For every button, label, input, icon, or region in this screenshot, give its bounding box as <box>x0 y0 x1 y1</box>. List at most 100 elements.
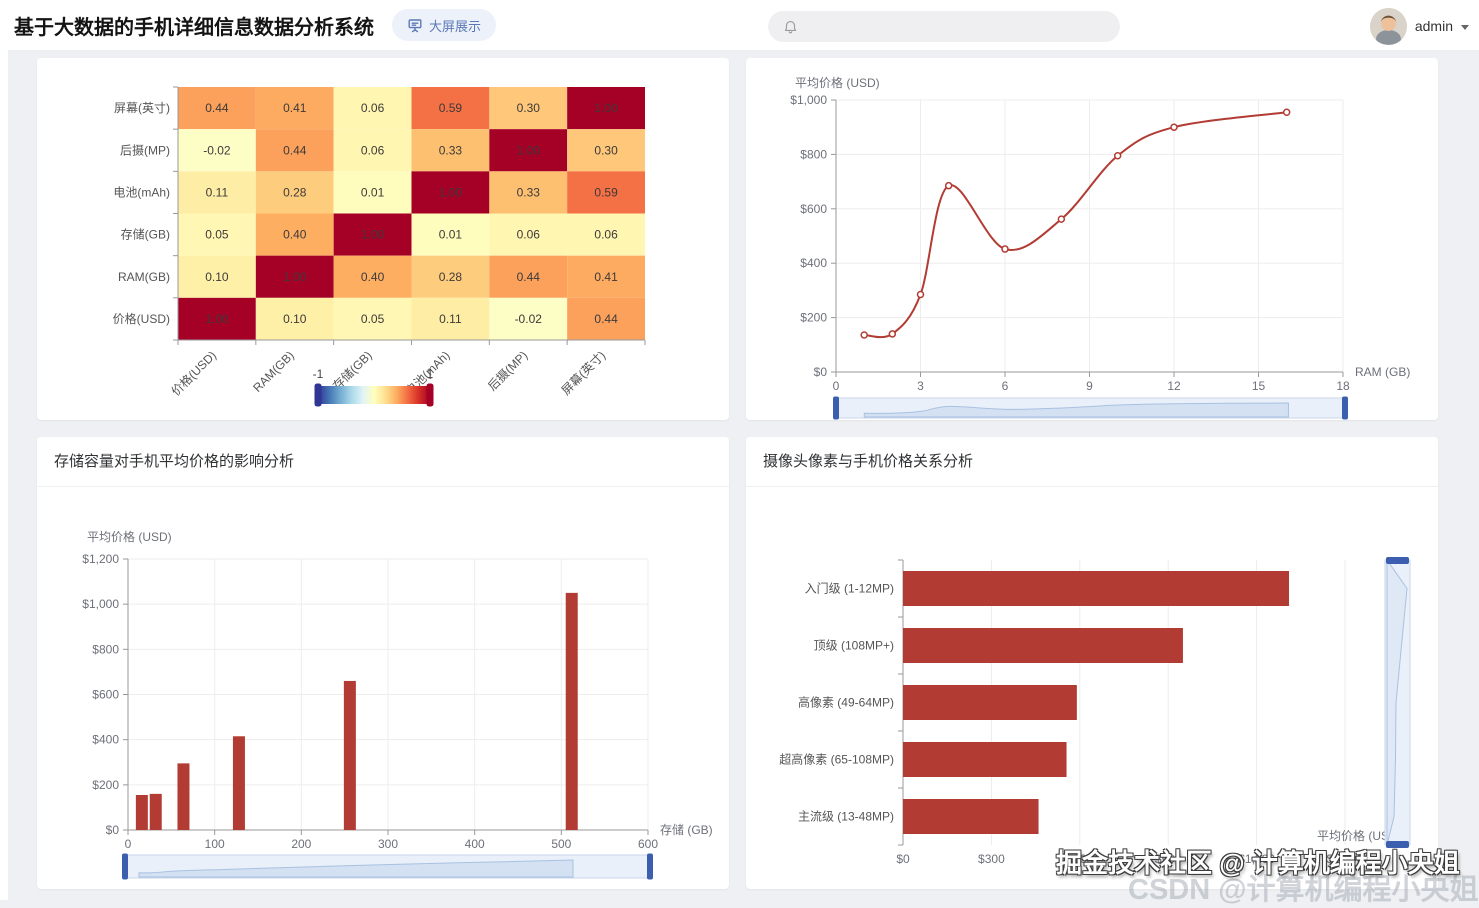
caret-down-icon <box>1461 24 1469 30</box>
bell-icon <box>783 19 798 35</box>
svg-text:0.33: 0.33 <box>439 143 463 157</box>
svg-text:0.30: 0.30 <box>594 143 618 157</box>
svg-text:0.01: 0.01 <box>439 228 463 242</box>
panel-correlation-heatmap: 0.44 0.41 0.06 0.59 0.30 1.00 -0.02 0.44 0.06 0.3… <box>37 58 729 420</box>
data-zoom-handle[interactable] <box>1386 841 1409 848</box>
big-screen-button-label: 大屏展示 <box>429 18 482 34</box>
search-input[interactable] <box>806 10 1120 43</box>
svg-text:0.41: 0.41 <box>594 270 618 284</box>
svg-text:0.01: 0.01 <box>361 185 385 199</box>
svg-text:1.00: 1.00 <box>594 101 618 115</box>
data-zoom-handle[interactable] <box>1342 396 1348 420</box>
data-zoom-handle[interactable] <box>122 853 128 880</box>
svg-text:入门级 (1-12MP): 入门级 (1-12MP) <box>805 581 894 596</box>
storage-price-bar-chart: 0 100 200 300 400 500 600 $0 $200 $400 $600 $800 $1,… <box>82 529 713 880</box>
bar <box>343 680 356 830</box>
svg-text:0.10: 0.10 <box>283 312 307 326</box>
bar <box>903 628 1183 663</box>
svg-text:$0: $0 <box>896 852 910 866</box>
svg-text:1.00: 1.00 <box>205 312 229 326</box>
avatar[interactable] <box>1369 7 1407 45</box>
svg-text:1: 1 <box>427 367 434 381</box>
svg-text:6: 6 <box>1002 379 1009 393</box>
svg-text:$600: $600 <box>92 688 119 702</box>
data-zoom-slider[interactable] <box>833 396 1348 420</box>
svg-text:3: 3 <box>917 379 924 393</box>
svg-text:0.41: 0.41 <box>283 101 307 115</box>
bar <box>232 736 245 830</box>
svg-text:0.11: 0.11 <box>439 312 462 326</box>
svg-text:$800: $800 <box>800 147 827 161</box>
camera-price-bar-chart: 入门级 (1-12MP) 顶级 (108MP+) 高像素 (49-64MP) 超高像素… <box>779 557 1411 866</box>
svg-text:0.40: 0.40 <box>361 270 385 284</box>
svg-text:0.05: 0.05 <box>361 312 385 326</box>
svg-text:$800: $800 <box>92 642 119 656</box>
svg-text:-0.02: -0.02 <box>515 312 543 326</box>
svg-text:$600: $600 <box>800 202 827 216</box>
svg-text:平均价格 (USD): 平均价格 (USD) <box>1317 828 1402 843</box>
svg-text:0: 0 <box>833 379 840 393</box>
svg-text:0.28: 0.28 <box>283 185 307 199</box>
svg-text:电池(mAh): 电池(mAh) <box>113 185 170 199</box>
svg-text:0.11: 0.11 <box>206 185 229 199</box>
svg-text:$1,200: $1,200 <box>1238 852 1275 866</box>
svg-text:$1,000: $1,000 <box>82 597 119 611</box>
svg-text:$1,000: $1,000 <box>790 93 827 107</box>
panel-title: 存储容量对手机平均价格的影响分析 <box>37 437 729 487</box>
svg-text:300: 300 <box>378 837 398 851</box>
svg-text:0.44: 0.44 <box>594 312 618 326</box>
svg-text:$900: $900 <box>1155 852 1182 866</box>
svg-text:0.06: 0.06 <box>361 101 385 115</box>
svg-text:存储(GB): 存储(GB) <box>121 227 170 242</box>
data-zoom-slider[interactable] <box>122 853 653 880</box>
svg-text:$1,200: $1,200 <box>82 552 119 566</box>
data-zoom-handle[interactable] <box>1386 557 1409 564</box>
panel-storage-price-bar: 存储容量对手机平均价格的影响分析 0 100 200 300 400 500 600 $0 $2… <box>37 437 729 889</box>
data-zoom-slider-vertical[interactable] <box>1384 557 1411 848</box>
svg-text:超高像素 (65-108MP): 超高像素 (65-108MP) <box>779 752 894 767</box>
bar <box>903 799 1039 834</box>
svg-text:0.30: 0.30 <box>517 101 541 115</box>
bar <box>903 685 1077 720</box>
user-menu[interactable]: admin <box>1369 7 1469 45</box>
data-zoom-handle[interactable] <box>833 396 839 420</box>
panel-camera-price-bar: 摄像头像素与手机价格关系分析 入门级 (1-12MP) 顶级 (108MP+) 高像… <box>746 437 1438 889</box>
bar <box>177 763 190 830</box>
svg-text:15: 15 <box>1252 379 1266 393</box>
svg-text:200: 200 <box>291 837 311 851</box>
svg-text:18: 18 <box>1336 379 1350 393</box>
app-header: 基于大数据的手机详细信息数据分析系统 大屏展示 <box>0 0 1479 50</box>
svg-text:价格(USD): 价格(USD) <box>168 348 219 399</box>
page-title: 基于大数据的手机详细信息数据分析系统 <box>14 16 374 39</box>
svg-text:后摄(MP): 后摄(MP) <box>120 142 170 157</box>
svg-text:0: 0 <box>125 837 132 851</box>
svg-text:高像素 (49-64MP): 高像素 (49-64MP) <box>798 695 894 710</box>
svg-text:$400: $400 <box>800 256 827 270</box>
visual-map-handle-max[interactable] <box>426 383 434 407</box>
presentation-screen-icon <box>407 17 423 33</box>
svg-text:$400: $400 <box>92 733 119 747</box>
svg-text:0.40: 0.40 <box>283 228 307 242</box>
svg-text:0.28: 0.28 <box>439 270 463 284</box>
svg-text:平均价格 (USD): 平均价格 (USD) <box>87 529 172 544</box>
svg-text:RAM(GB): RAM(GB) <box>250 348 297 395</box>
notification-search-bar <box>768 10 1120 43</box>
svg-text:0.44: 0.44 <box>517 270 541 284</box>
panel-ram-price-line: 0 3 6 9 12 15 18 $0 $200 $400 $600 $800 $1,000 平均价格 (… <box>746 58 1438 420</box>
svg-text:0.59: 0.59 <box>594 185 618 199</box>
svg-text:1.00: 1.00 <box>361 228 385 242</box>
svg-text:$1,500: $1,500 <box>1327 852 1364 866</box>
svg-text:400: 400 <box>465 837 485 851</box>
svg-text:RAM (GB): RAM (GB) <box>1355 365 1410 379</box>
svg-text:1.00: 1.00 <box>517 143 541 157</box>
svg-text:0.10: 0.10 <box>205 270 229 284</box>
visual-map-handle-min[interactable] <box>314 383 322 407</box>
data-zoom-handle[interactable] <box>647 853 653 880</box>
svg-text:RAM(GB): RAM(GB) <box>118 270 170 284</box>
bar <box>135 794 148 830</box>
bar <box>903 742 1067 777</box>
panel-title: 摄像头像素与手机价格关系分析 <box>746 437 1438 487</box>
user-name: admin <box>1414 18 1453 34</box>
big-screen-button[interactable]: 大屏展示 <box>392 9 497 41</box>
svg-text:100: 100 <box>205 837 225 851</box>
